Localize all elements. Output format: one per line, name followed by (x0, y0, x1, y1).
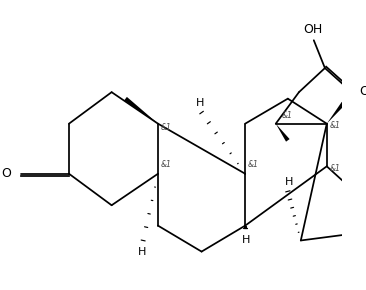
Text: &1: &1 (329, 121, 340, 130)
Polygon shape (276, 124, 290, 142)
Text: H: H (196, 98, 204, 108)
Text: H: H (285, 177, 294, 186)
Text: &1: &1 (248, 160, 259, 169)
Polygon shape (327, 102, 345, 124)
Text: H: H (242, 235, 250, 244)
Text: H: H (138, 246, 147, 257)
Text: OH: OH (303, 23, 323, 35)
Text: &1: &1 (161, 160, 172, 169)
Polygon shape (124, 97, 158, 124)
Text: O: O (1, 166, 11, 180)
Text: O: O (359, 85, 366, 98)
Text: &1: &1 (281, 111, 292, 120)
Text: &1: &1 (161, 123, 172, 132)
Text: &1: &1 (329, 164, 340, 173)
